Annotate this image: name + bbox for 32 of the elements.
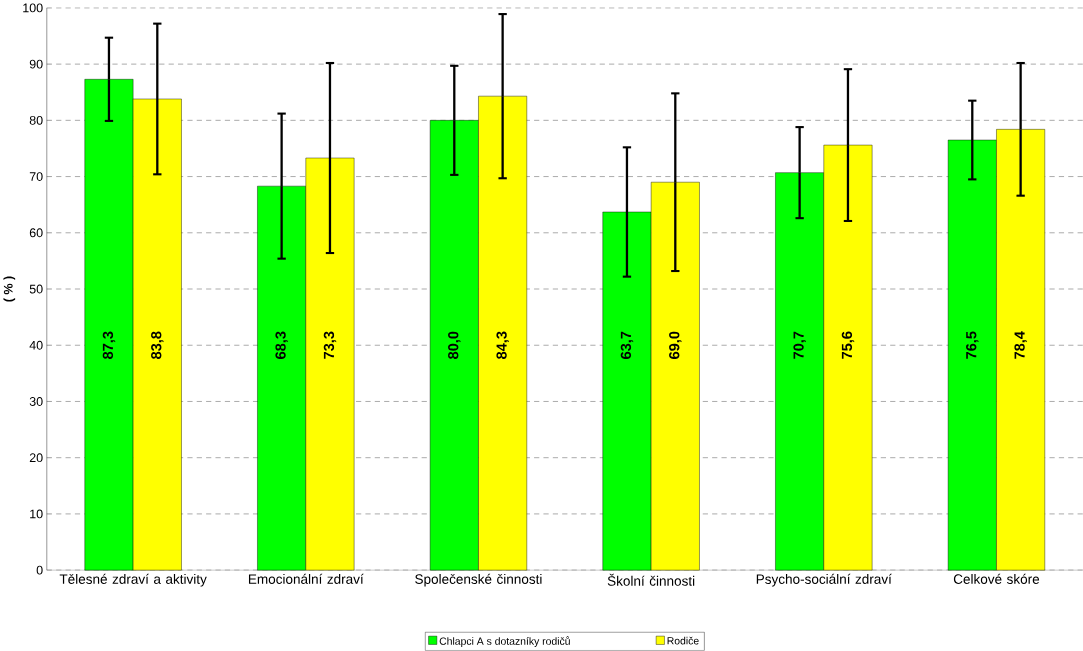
- data-label: 69,0: [669, 331, 682, 360]
- x-tick-label: Emocionální zdraví: [248, 573, 364, 585]
- data-label: 70,7: [793, 331, 806, 359]
- data-label: 83,8: [151, 331, 164, 360]
- y-tick-label: 80: [29, 116, 43, 125]
- x-tick-label: Školní činnosti: [607, 573, 695, 586]
- data-label: 68,3: [275, 331, 288, 360]
- y-tick-label: 50: [29, 284, 43, 294]
- x-tick-label: Celkové skóre: [953, 573, 1040, 585]
- y-axis-title: ( % ): [3, 276, 16, 302]
- data-label: 80,0: [448, 331, 461, 360]
- y-tick-label: 90: [29, 59, 43, 69]
- y-tick-label: 100: [23, 3, 43, 13]
- x-tick-label: Tělesné zdraví a aktivity: [59, 573, 207, 587]
- data-label: 76,5: [966, 331, 979, 359]
- y-tick-label: 0: [36, 565, 43, 575]
- y-tick-label: 20: [29, 453, 43, 463]
- data-label: 75,6: [841, 331, 855, 359]
- legend-label: Chlapci A s dotazníky rodičů: [439, 636, 570, 648]
- y-tick-label: 60: [29, 228, 43, 238]
- data-label: 84,3: [496, 331, 509, 360]
- data-label: 73,3: [323, 331, 337, 359]
- y-tick-label: 30: [29, 397, 43, 407]
- legend-label: Rodiče: [667, 636, 699, 645]
- data-label: 87,3: [102, 331, 116, 360]
- y-tick-label: 10: [30, 509, 43, 519]
- y-tick-label: 70: [29, 172, 43, 182]
- data-label: 78,4: [1014, 331, 1027, 359]
- x-tick-label: Psycho-sociální zdraví: [756, 573, 892, 587]
- x-tick-label: Společenské činnosti: [415, 573, 542, 587]
- data-label: 63,7: [620, 331, 634, 360]
- y-tick-label: 40: [29, 340, 43, 350]
